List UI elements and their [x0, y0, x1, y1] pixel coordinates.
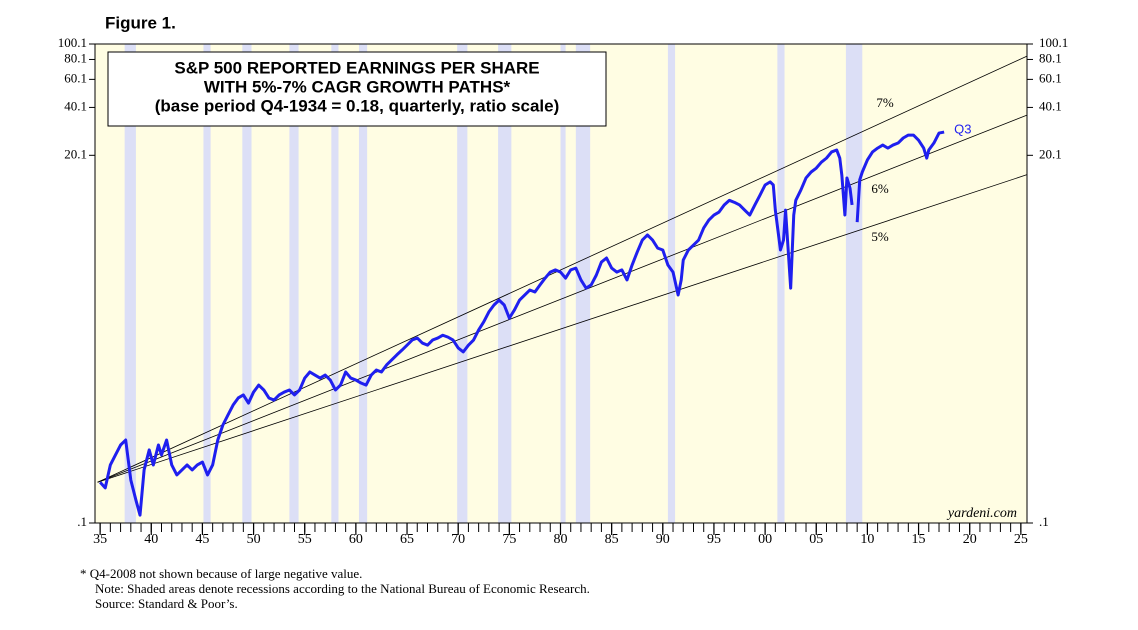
growth-path-label: 7%: [876, 95, 894, 110]
footnote: Source: Standard & Poor’s.: [95, 596, 238, 611]
chart-title: WITH 5%-7% CAGR GROWTH PATHS*: [204, 77, 511, 96]
recession-band: [242, 44, 252, 523]
recession-band: [331, 44, 339, 523]
recession-band: [667, 44, 676, 523]
recession-band: [845, 44, 863, 523]
recession-band: [457, 44, 468, 523]
y-tick-label-right: 20.1: [1039, 146, 1062, 161]
growth-path: [97, 114, 1028, 483]
y-tick-label: 100.1: [58, 35, 87, 50]
x-tick-label: 25: [1014, 532, 1028, 547]
y-tick-label-right: 100.1: [1039, 35, 1068, 50]
x-tick-label: 15: [912, 532, 926, 547]
growth-path: [97, 55, 1028, 483]
x-tick-label: 95: [707, 532, 721, 547]
x-tick-label: 75: [502, 532, 516, 547]
x-tick-label: 65: [400, 532, 414, 547]
chart-title: (base period Q4-1934 = 0.18, quarterly, …: [155, 96, 560, 115]
growth-path: [97, 174, 1028, 483]
eps-line: [99, 148, 854, 517]
y-tick-label-right: 60.1: [1039, 70, 1062, 85]
recession-band: [289, 44, 299, 523]
y-tick-label-right: .1: [1039, 514, 1049, 529]
y-tick-label: 60.1: [64, 70, 87, 85]
x-tick-label: 20: [963, 532, 977, 547]
figure-label: Figure 1.: [105, 13, 176, 32]
eps-line: [855, 130, 945, 223]
recession-band: [358, 44, 368, 523]
x-tick-label: 10: [860, 532, 874, 547]
recession-band: [560, 44, 566, 523]
recession-band: [203, 44, 211, 523]
growth-path-label: 5%: [871, 229, 889, 244]
recession-band: [498, 44, 512, 523]
x-tick-label: 60: [349, 532, 363, 547]
x-tick-label: 05: [809, 532, 823, 547]
x-tick-label: 85: [605, 532, 619, 547]
x-tick-label: 90: [656, 532, 670, 547]
x-tick-label: 50: [247, 532, 261, 547]
x-tick-label: 00: [758, 532, 772, 547]
growth-path-label: 6%: [871, 181, 889, 196]
footnote: Note: Shaded areas denote recessions acc…: [95, 581, 590, 596]
title-box: [107, 51, 607, 127]
x-tick-label: 35: [93, 532, 107, 547]
end-label: Q3: [954, 122, 971, 137]
y-tick-label-right: 80.1: [1039, 50, 1062, 65]
x-tick-label: 40: [144, 532, 158, 547]
chart-title: S&P 500 REPORTED EARNINGS PER SHARE: [174, 58, 539, 77]
y-tick-label: 20.1: [64, 146, 87, 161]
source-mark: yardeni.com: [946, 506, 1017, 521]
recession-band: [777, 44, 785, 523]
recession-band: [124, 44, 136, 523]
x-tick-label: 80: [553, 532, 567, 547]
y-tick-label: 40.1: [64, 98, 87, 113]
y-tick-label: 80.1: [64, 50, 87, 65]
footnote: * Q4-2008 not shown because of large neg…: [80, 566, 362, 581]
y-tick-label-right: 40.1: [1039, 98, 1062, 113]
x-tick-label: 45: [195, 532, 209, 547]
y-tick-label: .1: [77, 514, 87, 529]
x-tick-label: 55: [298, 532, 312, 547]
x-tick-label: 70: [451, 532, 465, 547]
